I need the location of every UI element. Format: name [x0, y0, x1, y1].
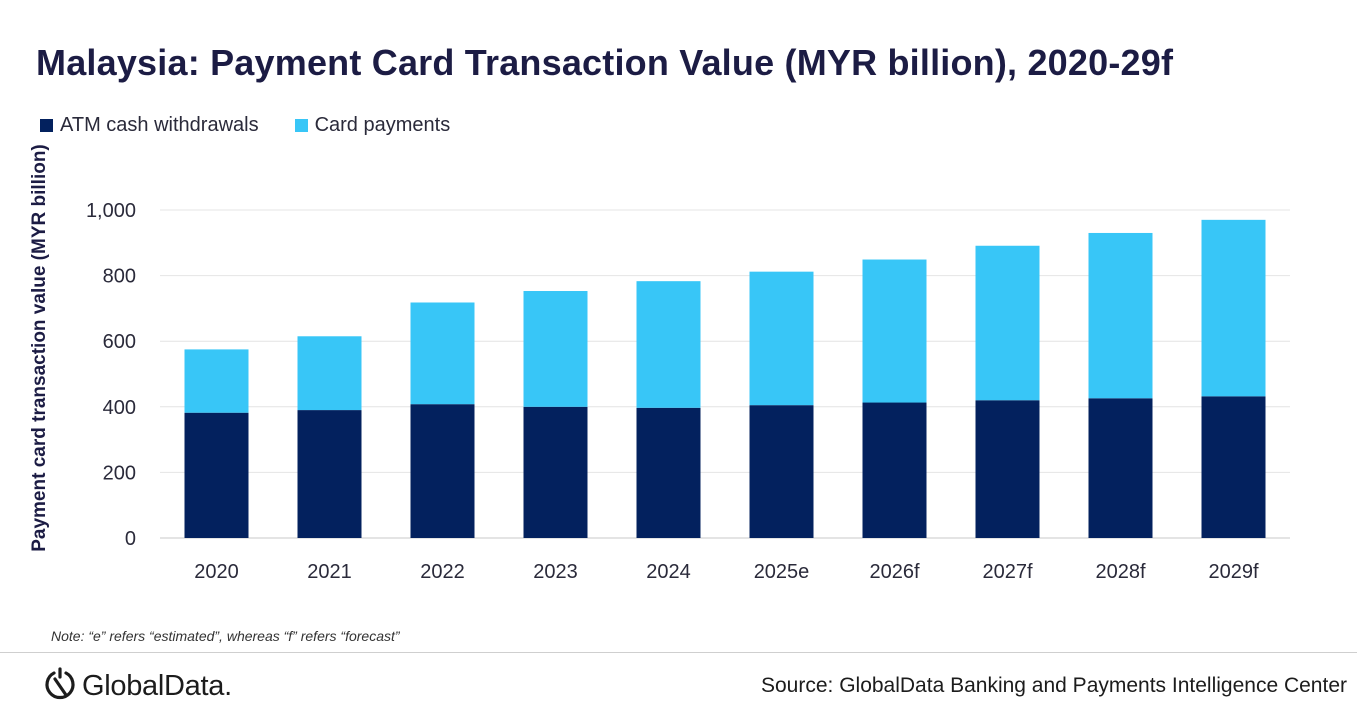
bar-card-2021 [297, 336, 362, 411]
chart-legend: ATM cash withdrawals Card payments [40, 114, 486, 137]
y-tick-label-0: 0 [125, 528, 136, 550]
y-tick-label-400: 400 [103, 397, 136, 419]
bar-atm-2025e [749, 405, 814, 538]
x-tick-label-2020: 2020 [194, 561, 239, 583]
y-tick-label-200: 200 [103, 462, 136, 484]
bar-card-2029f [1201, 219, 1266, 397]
stacked-bar-chart: 0 200 400 600 800 1,000 2020 2021 2022 2023 2024 20… [86, 200, 1290, 583]
x-tick-label-2028f: 2028f [1095, 561, 1145, 583]
y-tick-label-1000: 1,000 [86, 200, 136, 222]
bar-card-2028f [1088, 232, 1153, 399]
legend-item-card: Card payments [294, 114, 451, 137]
bar-atm-2024 [636, 407, 701, 538]
x-tick-label-2027f: 2027f [982, 561, 1032, 583]
legend-item-atm: ATM cash withdrawals [40, 114, 259, 137]
legend-swatch-atm [40, 119, 53, 132]
bar-card-2025e [749, 271, 814, 406]
globaldata-logo: GlobalData. [44, 667, 232, 705]
globaldata-logo-text: GlobalData. [82, 669, 232, 702]
bar-atm-2021 [297, 410, 362, 538]
globaldata-logo-icon [45, 667, 75, 700]
bar-card-2027f [975, 245, 1040, 401]
x-tick-label-2029f: 2029f [1208, 561, 1258, 583]
bar-atm-2023 [523, 406, 588, 538]
x-tick-label-2024: 2024 [646, 561, 691, 583]
bar-card-2026f [862, 259, 927, 403]
x-tick-label-2021: 2021 [307, 561, 352, 583]
bar-card-2023 [523, 291, 588, 407]
legend-label-card: Card payments [314, 114, 451, 136]
x-tick-label-2022: 2022 [420, 561, 465, 583]
bar-atm-2022 [410, 404, 475, 538]
bar-atm-2020 [184, 412, 249, 538]
bar-atm-2028f [1088, 398, 1153, 538]
y-tick-label-800: 800 [103, 266, 136, 288]
legend-swatch-card [294, 119, 308, 132]
footer-divider [0, 652, 1357, 653]
bar-atm-2027f [975, 400, 1040, 538]
y-tick-label-600: 600 [103, 331, 136, 353]
bar-atm-2029f [1201, 396, 1266, 538]
source-text: Source: GlobalData Banking and Payments … [760, 674, 1347, 697]
bar-card-2022 [410, 302, 475, 405]
x-tick-label-2025e: 2025e [754, 561, 810, 583]
bar-atm-2026f [862, 402, 927, 538]
bar-card-2024 [636, 281, 701, 408]
x-tick-label-2023: 2023 [533, 561, 578, 583]
legend-label-atm: ATM cash withdrawals [60, 114, 259, 136]
bar-card-2020 [184, 349, 249, 413]
x-tick-label-2026f: 2026f [869, 561, 919, 583]
chart-note: Note: “e” refers “estimated”, whereas “f… [51, 628, 400, 644]
chart-title: Malaysia: Payment Card Transaction Value… [36, 42, 1174, 83]
